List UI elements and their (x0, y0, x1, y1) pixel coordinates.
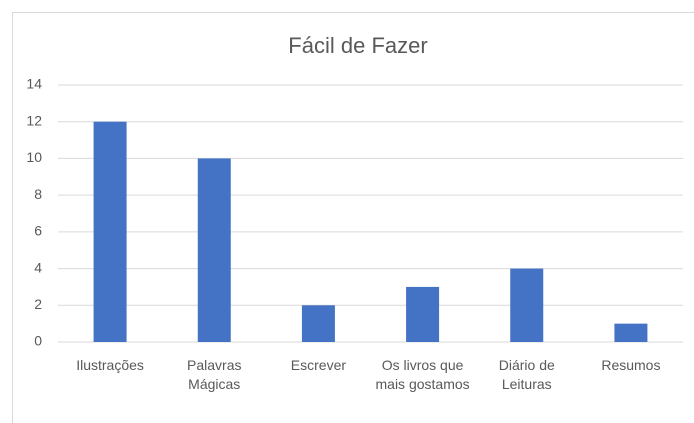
y-tick-label: 8 (34, 186, 42, 202)
y-tick-label: 0 (34, 333, 42, 349)
bar (197, 158, 231, 342)
y-tick-label: 2 (34, 296, 42, 312)
bar (406, 286, 440, 342)
x-tick-label: Escrever (290, 357, 347, 373)
y-tick-label: 6 (34, 223, 42, 239)
x-tick-label: Resumos (601, 357, 661, 373)
x-tick-label: Palavras Mágicas (187, 357, 242, 392)
bar (301, 305, 335, 342)
bar (510, 268, 544, 342)
y-tick-label: 10 (26, 149, 42, 165)
x-tick-label: Os livros que mais gostamos (375, 357, 470, 392)
x-tick-label: Diário de Leituras (498, 357, 555, 392)
chart-title: Fácil de Fazer (288, 33, 427, 58)
y-tick-label: 14 (26, 76, 42, 92)
y-tick-label: 4 (34, 259, 42, 275)
x-tick-label: Ilustrações (76, 357, 144, 373)
y-tick-label: 12 (26, 112, 42, 128)
bar (614, 323, 648, 342)
bar (93, 121, 127, 342)
